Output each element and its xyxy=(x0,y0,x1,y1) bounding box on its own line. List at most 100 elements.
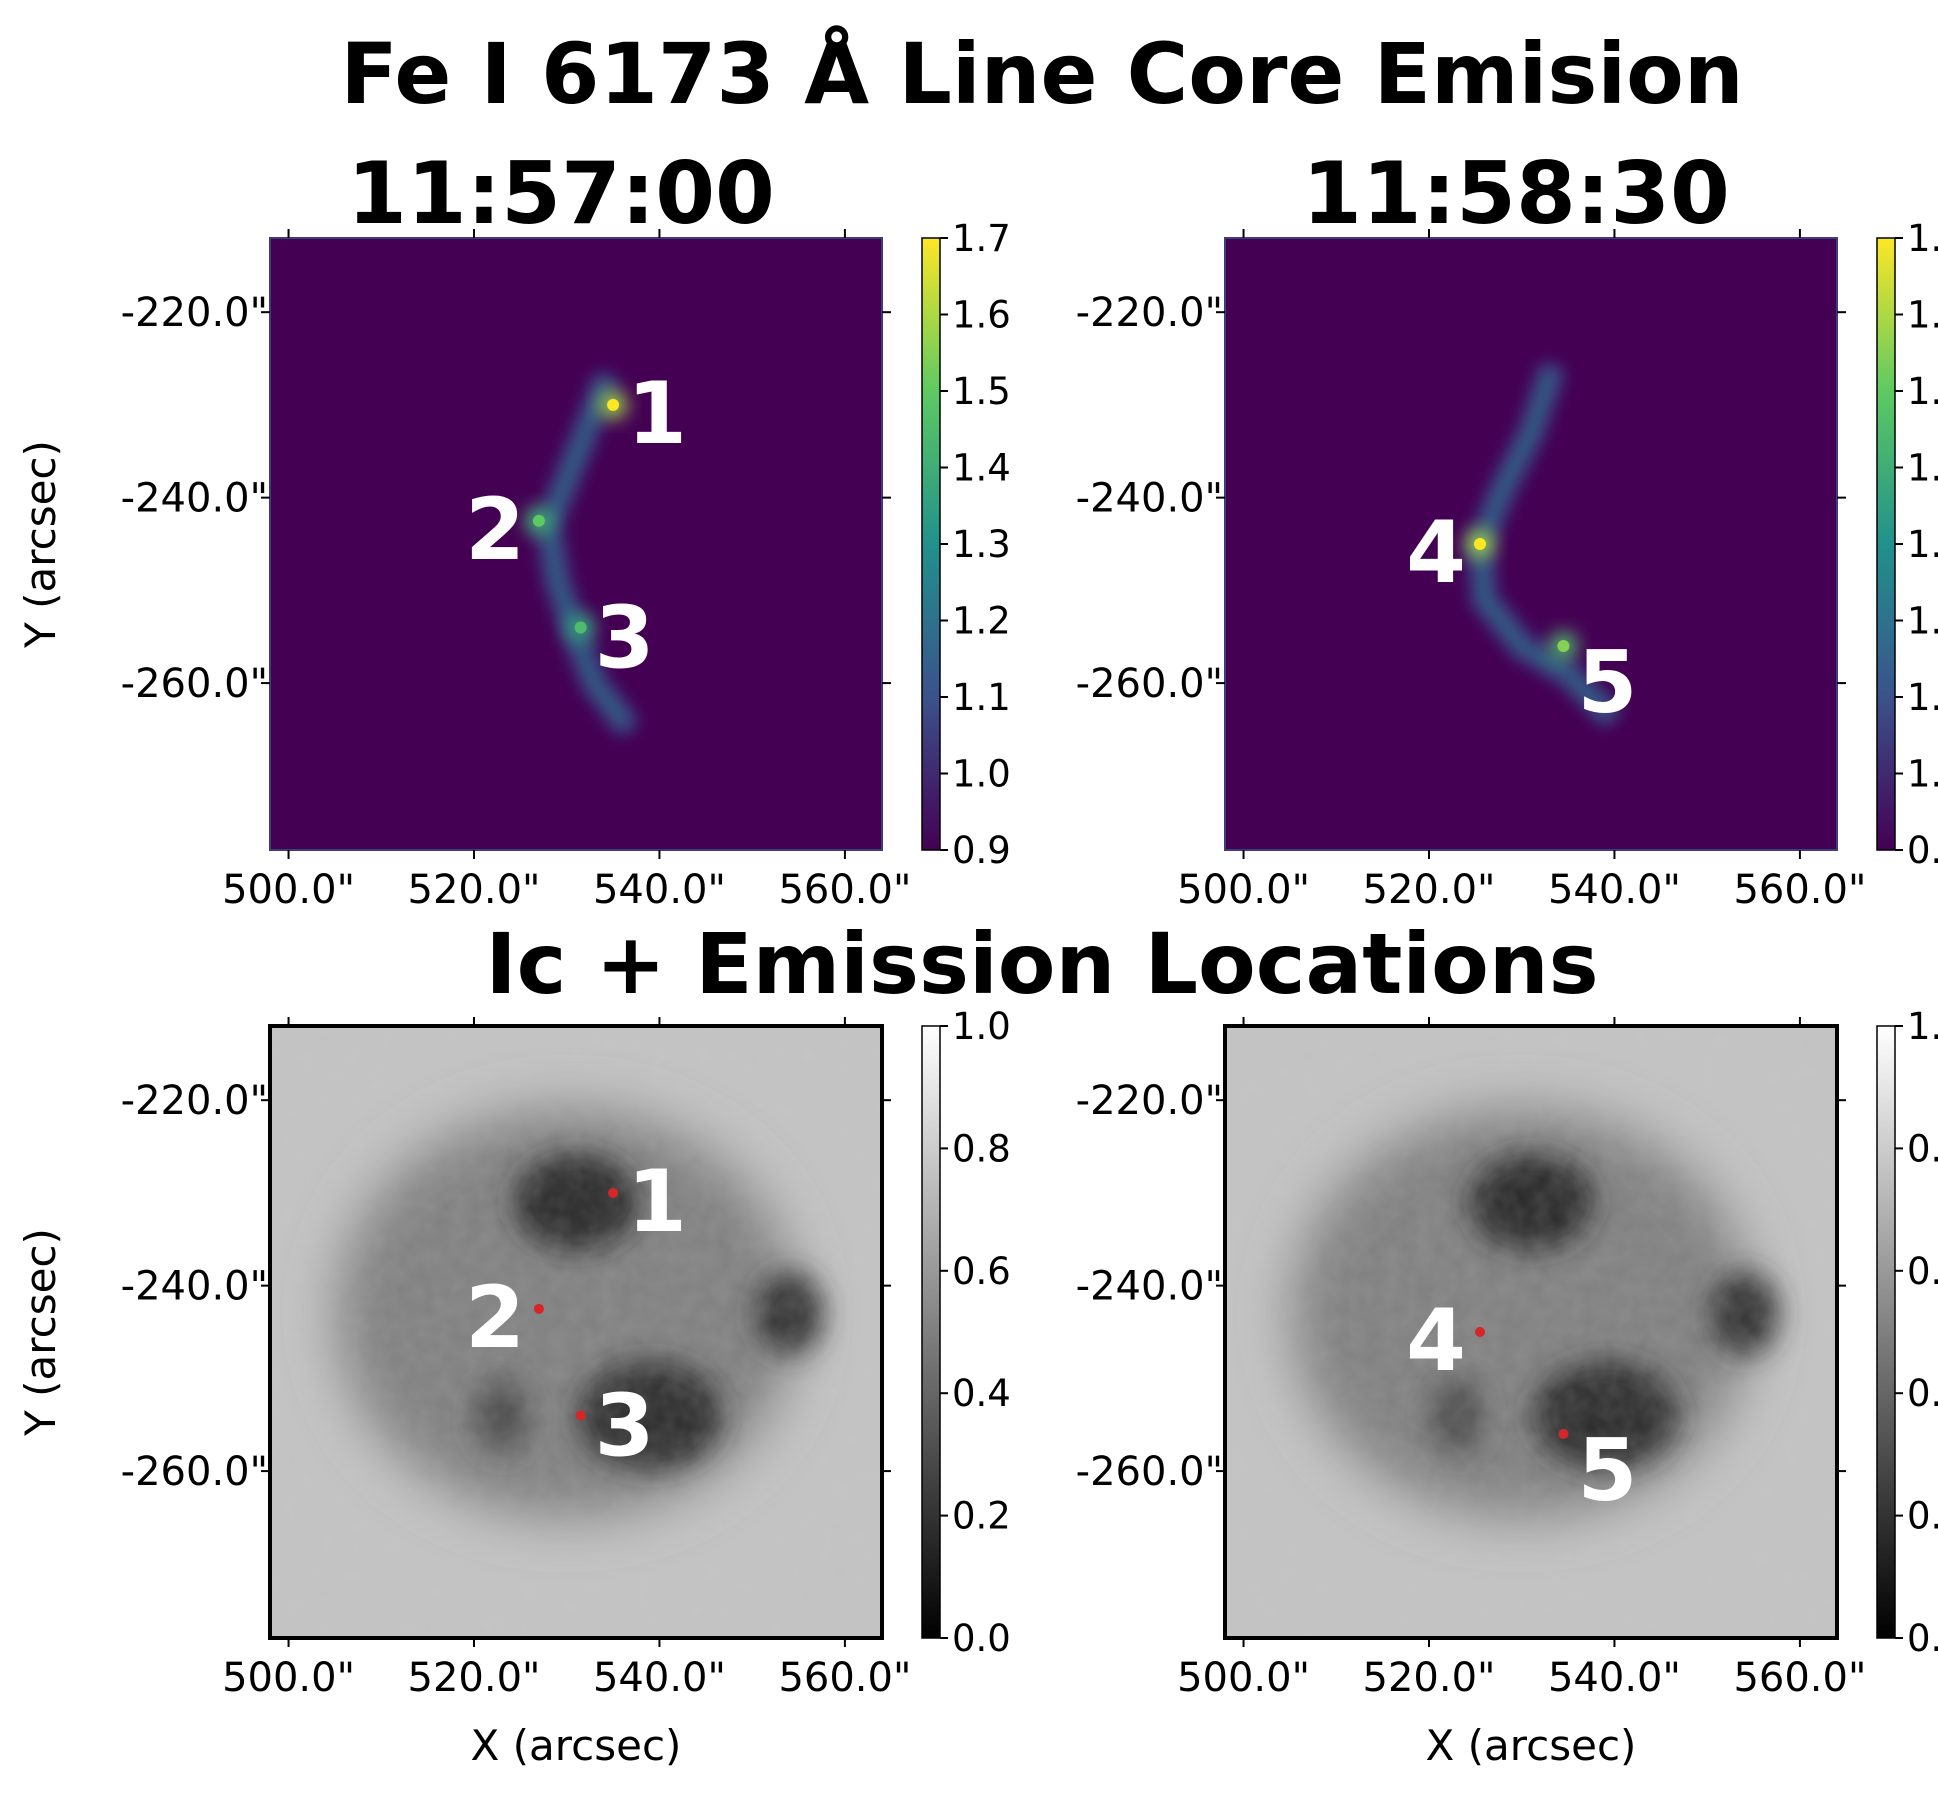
xtick-label: 540.0" xyxy=(593,867,726,913)
panel-title: 11:57:00 xyxy=(347,144,775,244)
image-area xyxy=(1225,238,1837,850)
emission-background xyxy=(1225,238,1837,850)
xtick-label: 520.0" xyxy=(1363,1655,1496,1701)
colorbar: 1.0 0.8 0.6 0.4 0.2 0.0 xyxy=(921,1005,1011,1660)
xtick-label: 520.0" xyxy=(408,1655,541,1701)
image-area xyxy=(270,1026,882,1638)
colorbar-tick-label: 1. xyxy=(1907,753,1938,796)
xtick-label: 520.0" xyxy=(408,867,541,913)
emission-marker-4 xyxy=(1475,1327,1485,1337)
axes-frame xyxy=(1223,1024,1839,1640)
colorbar-tick-label: 1. xyxy=(1907,600,1938,643)
colorbar-tick-label: 1. xyxy=(1907,294,1938,337)
point-label-5: 5 xyxy=(1577,633,1637,733)
emission-marker-1 xyxy=(608,1187,619,1198)
colorbar-gradient xyxy=(1876,237,1896,851)
colorbar-tick-label: 1. xyxy=(1907,447,1938,490)
colorbar: 1.7 1.6 1.5 1.4 1.3 1.2 1.1 1.0 0.9 xyxy=(921,217,1011,872)
colorbar-tick-label: 1. xyxy=(1907,1005,1938,1048)
emission-peak-4 xyxy=(1474,538,1486,550)
ytick-label: -240.0" xyxy=(1076,476,1223,522)
axes-frame xyxy=(268,1024,884,1640)
colorbar-tick-label: 1.7 xyxy=(952,217,1011,260)
axes-frame xyxy=(1224,237,1838,851)
point-label-5: 5 xyxy=(1577,1421,1637,1521)
colorbar-gradient xyxy=(921,237,941,851)
image-area xyxy=(1225,1026,1837,1638)
point-label-2: 2 xyxy=(465,480,525,580)
colorbar-tick-label: 1.0 xyxy=(952,753,1011,796)
point-label-3: 3 xyxy=(595,1376,655,1476)
colorbar-tick-label: 0.4 xyxy=(952,1372,1011,1415)
colorbar-tick-label: 1.2 xyxy=(952,600,1011,643)
emission-ribbon-core xyxy=(1473,371,1612,717)
colorbar-tick-label: 1.5 xyxy=(952,370,1011,413)
xtick-label: 560.0" xyxy=(1733,867,1866,913)
colorbar-tick-label: 0.8 xyxy=(952,1127,1011,1170)
colorbar-tick-label: 1. xyxy=(1907,370,1938,413)
xtick-label: 560.0" xyxy=(778,867,911,913)
colorbar-tick-label: 0. xyxy=(1907,1617,1938,1660)
ytick-label: -220.0" xyxy=(1076,290,1223,336)
colorbar-tick-label: 1.4 xyxy=(952,447,1011,490)
ytick-label: -260.0" xyxy=(1076,661,1223,707)
colorbar-tick-label: 0. xyxy=(1907,1495,1938,1538)
xtick-label: 500.0" xyxy=(1177,867,1310,913)
panel-1: 1 23 500.0" 520.0" 540.0" 560.0" -220.0" -240.0… xyxy=(16,144,1011,913)
emission-marker-5 xyxy=(1558,1429,1569,1439)
emission-peak-1 xyxy=(607,398,620,411)
ytick-label: -260.0" xyxy=(1076,1449,1223,1495)
emission-marker-2 xyxy=(533,1303,544,1314)
colorbar-tick-label: 1. xyxy=(1907,217,1938,260)
point-label-3: 3 xyxy=(595,588,655,688)
emission-peak-2 xyxy=(532,514,545,527)
point-label-4: 4 xyxy=(1406,503,1466,603)
colorbar-tick-label: 0. xyxy=(1907,829,1938,872)
colorbar-tick-label: 1.3 xyxy=(952,523,1011,566)
panel-title: 11:58:30 xyxy=(1302,144,1730,244)
x-axis-label: X (arcsec) xyxy=(471,1721,682,1770)
colorbar-tick-label: 1. xyxy=(1907,676,1938,719)
colorbar-tick-label: 1. xyxy=(1907,523,1938,566)
colorbar-tick-label: 0. xyxy=(1907,1127,1938,1170)
colorbar-tick-label: 1.6 xyxy=(952,294,1011,337)
panel-3: 1 23 500.0" 520.0" 540.0" 560.0" -220.0" -240.0… xyxy=(16,1005,1011,1770)
y-axis-label: Y (arcsec) xyxy=(16,1228,65,1437)
xtick-label: 560.0" xyxy=(778,1655,911,1701)
emission-peak-5 xyxy=(1557,640,1570,652)
point-label-2: 2 xyxy=(465,1268,525,1368)
colorbar-tick-label: 1.0 xyxy=(952,1005,1011,1048)
y-axis-label: Y (arcsec) xyxy=(16,440,65,649)
emission-ribbon-core xyxy=(542,380,629,727)
xtick-label: 540.0" xyxy=(1548,1655,1681,1701)
x-axis-label: X (arcsec) xyxy=(1426,1721,1637,1770)
ytick-label: -220.0" xyxy=(1076,1078,1223,1124)
emission-marker-3 xyxy=(575,1410,586,1421)
point-label-1: 1 xyxy=(627,364,687,464)
xtick-label: 540.0" xyxy=(1548,867,1681,913)
panel-4: 4 5 500.0" 520.0" 540.0" 560.0" -220.0" -240.0"… xyxy=(1076,1005,1938,1770)
colorbar-tick-label: 0.9 xyxy=(952,829,1011,872)
ytick-label: -260.0" xyxy=(121,661,268,707)
ytick-label: -240.0" xyxy=(121,1264,268,1310)
xtick-label: 520.0" xyxy=(1363,867,1496,913)
emission-peak-3 xyxy=(574,621,587,634)
point-label-1: 1 xyxy=(627,1152,687,1252)
colorbar-tick-label: 0. xyxy=(1907,1372,1938,1415)
panel-2: 4 5 500.0" 520.0" 540.0" 560.0" -220.0" -240.0"… xyxy=(1076,144,1938,913)
colorbar-tick-label: 1.1 xyxy=(952,676,1011,719)
xtick-label: 500.0" xyxy=(222,1655,355,1701)
image-area xyxy=(270,238,882,850)
granulation xyxy=(1225,1026,1837,1638)
colorbar: 1. 0. 0. 0. 0. 0. xyxy=(1876,1005,1938,1660)
suptitle-bottom: Ic + Emission Locations xyxy=(485,915,1598,1013)
ytick-label: -240.0" xyxy=(1076,1264,1223,1310)
xtick-label: 540.0" xyxy=(593,1655,726,1701)
granulation xyxy=(270,1026,882,1638)
colorbar-gradient xyxy=(1876,1025,1896,1639)
xtick-label: 500.0" xyxy=(1177,1655,1310,1701)
ytick-label: -240.0" xyxy=(121,476,268,522)
colorbar-tick-label: 0.0 xyxy=(952,1617,1011,1660)
colorbar-tick-label: 0. xyxy=(1907,1250,1938,1293)
